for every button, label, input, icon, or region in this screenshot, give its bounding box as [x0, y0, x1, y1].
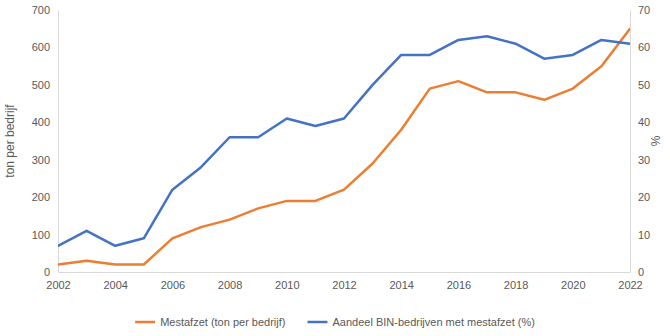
tick: 30 [630, 154, 650, 166]
tick: 20 [630, 191, 650, 203]
tick-label: 2018 [504, 279, 528, 291]
tick-label: 2012 [332, 279, 356, 291]
tick-label: 2016 [447, 279, 471, 291]
series-line [58, 29, 630, 265]
tick: 0 [44, 266, 58, 278]
tick-label: 2020 [561, 279, 585, 291]
tick-label: 10 [638, 229, 650, 241]
tick: 600 [32, 41, 58, 53]
legend-item: Mestafzet (ton per bedrijf) [135, 316, 285, 328]
tick-label: 2006 [161, 279, 185, 291]
tick: 60 [630, 41, 650, 53]
tick: 2010 [275, 272, 299, 291]
tick: 2008 [218, 272, 242, 291]
tick: 2020 [561, 272, 585, 291]
tick-label: 2004 [103, 279, 127, 291]
chart: 2002200420062008201020122014201620182020… [0, 0, 670, 336]
tick-label: 30 [638, 154, 650, 166]
plot-area: 2002200420062008201020122014201620182020… [32, 4, 651, 291]
legend-label: Aandeel BIN-bedrijven met mestafzet (%) [332, 316, 534, 328]
tick: 2006 [161, 272, 185, 291]
tick-label: 2008 [218, 279, 242, 291]
tick-label: 100 [32, 229, 50, 241]
tick-label: 2014 [389, 279, 413, 291]
tick: 400 [32, 116, 58, 128]
axis-line [59, 272, 631, 273]
legend: Mestafzet (ton per bedrijf) Aandeel BIN-b… [135, 316, 535, 328]
tick: 200 [32, 191, 58, 203]
x-axis: 2002 2004 2006 2008 2010 2012 2014 2016 2018 2020… [46, 272, 642, 291]
tick-label: 60 [638, 41, 650, 53]
tick-label: 300 [32, 154, 50, 166]
tick: 2014 [389, 272, 413, 291]
legend-swatch [135, 321, 155, 324]
tick: 40 [630, 116, 650, 128]
series-group [58, 29, 630, 265]
tick-label: 2002 [46, 279, 70, 291]
tick: 2004 [103, 272, 127, 291]
legend-swatch [307, 321, 327, 324]
legend-label: Mestafzet (ton per bedrijf) [160, 316, 285, 328]
tick: 700 [32, 4, 58, 16]
tick-label: 20 [638, 191, 650, 203]
tick: 10 [630, 229, 650, 241]
tick-label: 50 [638, 79, 650, 91]
y2-axis-title: % [649, 135, 663, 146]
tick: 2016 [447, 272, 471, 291]
tick: 2012 [332, 272, 356, 291]
tick: 50 [630, 79, 650, 91]
tick-label: 700 [32, 4, 50, 16]
y-axis: 0 100 200 300 400 500 600 700 [32, 4, 59, 278]
tick: 100 [32, 229, 58, 241]
tick-label: 2022 [618, 279, 642, 291]
tick: 2018 [504, 272, 528, 291]
tick-label: 200 [32, 191, 50, 203]
tick-label: 0 [44, 266, 50, 278]
tick-label: 0 [638, 266, 644, 278]
tick: 500 [32, 79, 58, 91]
tick: 0 [630, 266, 644, 278]
y2-axis: 0 10 20 30 40 50 60 70 [630, 4, 650, 278]
tick: 70 [630, 4, 650, 16]
axis-line [58, 11, 59, 273]
tick-label: 600 [32, 41, 50, 53]
tick-label: 400 [32, 116, 50, 128]
tick-label: 70 [638, 4, 650, 16]
legend-item: Aandeel BIN-bedrijven met mestafzet (%) [307, 316, 534, 328]
series-line [58, 36, 630, 246]
tick-label: 2010 [275, 279, 299, 291]
y-axis-title: ton per bedrijf [3, 104, 17, 178]
tick-label: 500 [32, 79, 50, 91]
axis-line [630, 11, 631, 273]
tick-label: 40 [638, 116, 650, 128]
tick: 300 [32, 154, 58, 166]
